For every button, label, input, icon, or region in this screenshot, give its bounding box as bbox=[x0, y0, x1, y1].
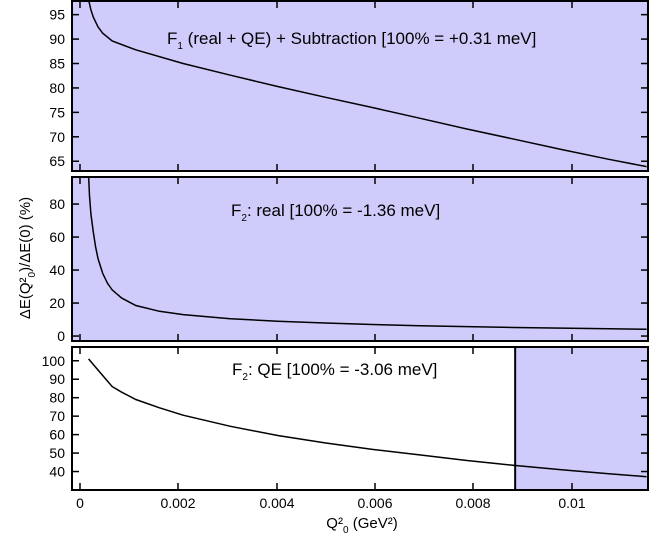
x-tick-label: 0.004 bbox=[259, 495, 294, 511]
panel-title-subscript: 2 bbox=[242, 372, 248, 383]
panel-1-shaded-region bbox=[72, 0, 649, 171]
y-tick-label: 65 bbox=[49, 153, 65, 169]
panel-title-rest: : real [100% = -1.36 meV] bbox=[247, 201, 440, 220]
x-axis-title: Q²0 (GeV²) bbox=[326, 515, 397, 533]
y-axis-title-rest: )/ΔE(0) (%) bbox=[17, 197, 34, 272]
y-tick-label: 90 bbox=[49, 31, 65, 47]
x-axis-title-sub: 0 bbox=[343, 525, 349, 533]
x-tick-label: 0.01 bbox=[558, 495, 585, 511]
x-tick-label: 0.006 bbox=[357, 495, 392, 511]
y-axis-title-sub: 0 bbox=[27, 271, 38, 277]
panel-2: 0 20 40 60 80 F2: real [100% = -1.36 meV] bbox=[49, 175, 649, 344]
y-tick-label: 60 bbox=[49, 427, 65, 443]
x-axis-title-main: Q² bbox=[326, 515, 343, 532]
y-tick-label: 80 bbox=[49, 390, 65, 406]
y-tick-label: 75 bbox=[49, 104, 65, 120]
x-tick-label: 0.002 bbox=[160, 495, 195, 511]
panel-2-curve bbox=[87, 175, 647, 331]
y-tick-label: 95 bbox=[49, 7, 65, 23]
y-tick-label: 40 bbox=[49, 464, 65, 480]
panel-title-main: F bbox=[232, 360, 242, 379]
panel-3-title: F2: QE [100% = -3.06 meV] bbox=[232, 360, 437, 383]
panel-title-main: F bbox=[167, 29, 177, 48]
y-tick-label: 0 bbox=[57, 328, 65, 344]
panel-1-title: F1 (real + QE) + Subtraction [100% = +0.… bbox=[167, 29, 536, 52]
y-tick-label: 80 bbox=[49, 196, 65, 212]
y-axis-title: ΔE(Q²0)/ΔE(0) (%) bbox=[17, 197, 38, 319]
panel-title-subscript: 2 bbox=[241, 213, 247, 224]
panel-3-shaded-region bbox=[515, 346, 649, 490]
y-tick-label: 70 bbox=[49, 129, 65, 145]
panel-1-frame bbox=[71, 0, 649, 172]
panel-2-title: F2: real [100% = -1.36 meV] bbox=[231, 201, 440, 224]
panel-title-rest: (real + QE) + Subtraction [100% = +0.31 … bbox=[183, 29, 536, 48]
y-tick-label: 60 bbox=[49, 229, 65, 245]
panel-title-subscript: 1 bbox=[177, 41, 183, 52]
y-tick-label: 70 bbox=[49, 408, 65, 424]
panel-title-rest: : QE [100% = -3.06 meV] bbox=[248, 360, 437, 379]
panel-title-main: F bbox=[231, 201, 241, 220]
panel-1: 65 70 75 80 85 90 95 F1 (real + QE) + Subtracti… bbox=[49, 0, 649, 172]
y-tick-label: 20 bbox=[49, 295, 65, 311]
panel-2-frame bbox=[71, 176, 649, 342]
panel-3: 40 50 60 70 80 90 100 F2: QE [100% = -3.06 meV]… bbox=[42, 346, 649, 511]
y-tick-label: 80 bbox=[49, 80, 65, 96]
panel-2-shaded-region bbox=[72, 176, 649, 341]
y-tick-label: 100 bbox=[42, 353, 66, 369]
x-tick-label: 0 bbox=[76, 495, 84, 511]
y-axis-title-main: ΔE(Q² bbox=[17, 277, 34, 319]
panel-3-frame bbox=[71, 346, 649, 491]
panel-3-curve bbox=[88, 358, 647, 478]
y-tick-label: 40 bbox=[49, 262, 65, 278]
x-tick-label: 0.008 bbox=[455, 495, 490, 511]
panel-1-curve bbox=[87, 0, 647, 168]
y-tick-label: 90 bbox=[49, 371, 65, 387]
y-tick-label: 50 bbox=[49, 445, 65, 461]
y-tick-label: 85 bbox=[49, 56, 65, 72]
x-axis-title-rest: (GeV²) bbox=[349, 515, 398, 532]
